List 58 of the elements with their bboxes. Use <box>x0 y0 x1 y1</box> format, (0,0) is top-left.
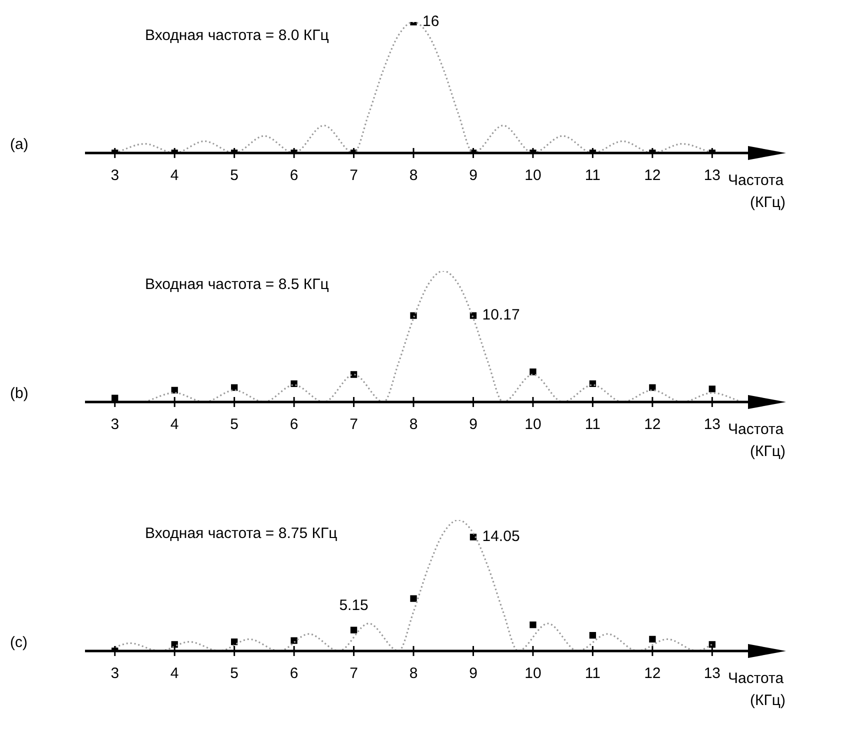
point <box>530 621 536 628</box>
x-tick-label: 12 <box>644 416 661 434</box>
x-tick-label: 8 <box>409 416 418 434</box>
x-tick-label: 7 <box>350 416 358 434</box>
x-tick-label: 9 <box>469 416 478 434</box>
annotation: 5.15 <box>339 597 368 614</box>
x-tick-label: 5 <box>230 665 238 682</box>
annotation: Входная частота = 8.0 КГц <box>145 27 330 44</box>
x-tick-label: 4 <box>170 167 179 184</box>
annotation: Входная частота = 8.5 КГц <box>145 276 330 294</box>
point <box>410 595 417 602</box>
x-tick-label: 5 <box>230 416 238 434</box>
annotation: 10.17 <box>482 306 520 324</box>
x-tick-label: 10 <box>524 665 542 682</box>
x-tick-label: 6 <box>290 167 298 184</box>
x-tick-label: 10 <box>524 416 542 434</box>
x-tick-label: 13 <box>704 665 721 682</box>
x-tick-label: 8 <box>409 665 418 682</box>
point <box>230 638 238 646</box>
x-tick-label: 9 <box>469 167 478 184</box>
x-tick-label: 13 <box>704 416 721 434</box>
text: (b) <box>10 385 28 402</box>
text: (a) <box>10 136 28 154</box>
point <box>589 632 596 639</box>
x-tick-label: 7 <box>350 167 358 184</box>
point <box>649 636 656 643</box>
text: (c) <box>10 634 28 652</box>
point <box>350 626 358 634</box>
point <box>470 534 477 540</box>
x-tick-label: 3 <box>110 665 120 682</box>
point <box>708 386 716 392</box>
x-tick-label: 3 <box>110 167 120 184</box>
point <box>708 641 716 648</box>
x-tick-label: 6 <box>290 665 298 682</box>
x-axis-title: Частота (КГц) <box>728 172 786 212</box>
x-axis-title: Частота (КГц) <box>728 670 786 710</box>
x-tick-label: 6 <box>290 416 298 434</box>
x-tick-label: 9 <box>469 665 478 682</box>
annotation: 16 <box>422 13 440 30</box>
point <box>649 384 656 391</box>
x-tick-label: 12 <box>644 665 661 682</box>
x-tick-label: 10 <box>524 167 542 184</box>
x-tick-label: 4 <box>170 665 179 682</box>
point <box>290 637 298 644</box>
x-tick-label: 11 <box>584 167 600 184</box>
x-tick-label: 11 <box>584 416 600 434</box>
x-tick-label: 11 <box>584 665 600 682</box>
x-tick-label: 12 <box>644 167 661 184</box>
x-tick-label: 3 <box>110 416 120 434</box>
x-tick-label: 7 <box>350 665 358 682</box>
point <box>530 368 536 376</box>
annotation: 14.05 <box>482 528 520 546</box>
x-tick-label: 5 <box>230 167 238 184</box>
x-axis-title: Частота (КГц) <box>728 421 786 460</box>
annotation: Входная частота = 8.75 КГц <box>145 525 338 542</box>
x-tick-label: 13 <box>704 167 721 184</box>
x-tick-label: 8 <box>409 167 418 184</box>
x-tick-label: 4 <box>170 416 179 434</box>
